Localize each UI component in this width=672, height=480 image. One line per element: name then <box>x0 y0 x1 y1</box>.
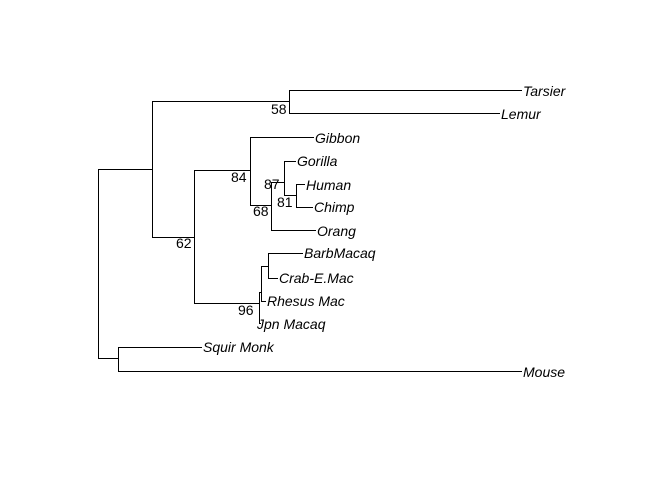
tip-label: Lemur <box>501 106 542 122</box>
tip-label: Gibbon <box>315 130 360 146</box>
tip-label: Jpn Macaq <box>256 316 326 332</box>
support-value: 62 <box>176 235 192 251</box>
support-values: 58 84 87 81 68 62 96 <box>176 101 293 318</box>
support-value: 68 <box>253 203 269 219</box>
tip-label: BarbMacaq <box>304 245 376 261</box>
support-value: 58 <box>271 101 287 117</box>
tip-label: Squir Monk <box>203 339 275 355</box>
tip-labels: Tarsier Lemur Gibbon Gorilla Human Chimp… <box>203 83 567 380</box>
tip-label: Human <box>306 177 351 193</box>
tip-label: Gorilla <box>297 153 338 169</box>
tip-label: Mouse <box>523 364 565 380</box>
branches <box>98 90 522 372</box>
support-value: 96 <box>238 302 254 318</box>
support-value: 87 <box>264 176 280 192</box>
tip-label: Orang <box>317 223 356 239</box>
support-value: 81 <box>277 194 293 210</box>
tip-label: Chimp <box>314 199 355 215</box>
tip-label: Crab-E.Mac <box>279 270 354 286</box>
tip-label: Tarsier <box>523 83 567 99</box>
tip-label: Rhesus Mac <box>267 293 345 309</box>
support-value: 84 <box>231 169 247 185</box>
